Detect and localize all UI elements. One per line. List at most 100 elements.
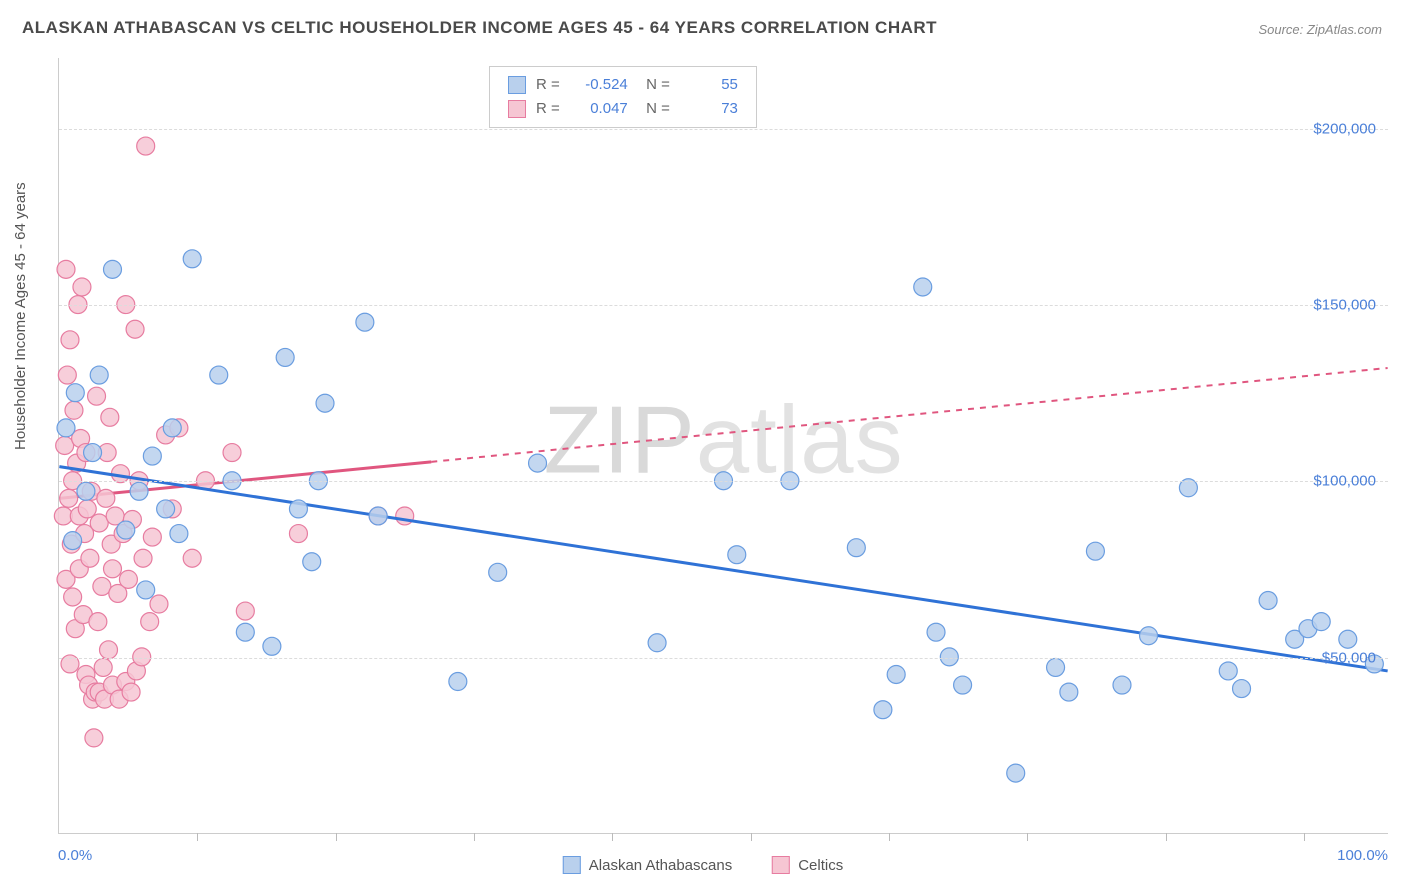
- data-point: [157, 500, 175, 518]
- y-axis-label: Householder Income Ages 45 - 64 years: [12, 182, 29, 450]
- data-point: [183, 250, 201, 268]
- data-point: [396, 507, 414, 525]
- data-point: [119, 570, 137, 588]
- x-tick: [1027, 833, 1028, 841]
- scatter-svg: [59, 58, 1388, 833]
- data-point: [874, 701, 892, 719]
- data-point: [104, 560, 122, 578]
- legend-item: Alaskan Athabascans: [563, 856, 732, 874]
- data-point: [529, 454, 547, 472]
- data-point: [449, 673, 467, 691]
- data-point: [58, 366, 76, 384]
- data-point: [276, 348, 294, 366]
- data-point: [1086, 542, 1104, 560]
- data-point: [316, 394, 334, 412]
- data-point: [1233, 680, 1251, 698]
- swatch-icon: [772, 856, 790, 874]
- gridline: [59, 129, 1388, 130]
- data-point: [137, 581, 155, 599]
- data-point: [648, 634, 666, 652]
- data-point: [183, 549, 201, 567]
- data-point: [81, 549, 99, 567]
- data-point: [54, 507, 72, 525]
- data-point: [927, 623, 945, 641]
- data-point: [1047, 658, 1065, 676]
- data-point: [728, 546, 746, 564]
- data-point: [210, 366, 228, 384]
- data-point: [77, 482, 95, 500]
- data-point: [137, 137, 155, 155]
- data-point: [90, 514, 108, 532]
- data-point: [1113, 676, 1131, 694]
- data-point: [90, 366, 108, 384]
- data-point: [489, 563, 507, 581]
- data-point: [57, 260, 75, 278]
- data-point: [150, 595, 168, 613]
- data-point: [236, 602, 254, 620]
- data-point: [122, 683, 140, 701]
- data-point: [170, 525, 188, 543]
- trend-line-projected: [431, 368, 1387, 462]
- data-point: [84, 444, 102, 462]
- data-point: [914, 278, 932, 296]
- data-point: [847, 539, 865, 557]
- data-point: [887, 665, 905, 683]
- y-tick-label: $200,000: [1313, 120, 1376, 137]
- x-tick: [751, 833, 752, 841]
- data-point: [85, 729, 103, 747]
- data-point: [117, 521, 135, 539]
- legend-label: Celtics: [798, 857, 843, 874]
- data-point: [66, 384, 84, 402]
- data-point: [64, 588, 82, 606]
- data-point: [89, 613, 107, 631]
- data-point: [56, 437, 74, 455]
- data-point: [100, 641, 118, 659]
- x-tick: [336, 833, 337, 841]
- data-point: [61, 331, 79, 349]
- data-point: [369, 507, 387, 525]
- data-point: [73, 278, 91, 296]
- data-point: [1339, 630, 1357, 648]
- data-point: [57, 419, 75, 437]
- data-point: [1007, 764, 1025, 782]
- legend-label: Alaskan Athabascans: [589, 857, 732, 874]
- x-tick: [1166, 833, 1167, 841]
- data-point: [1219, 662, 1237, 680]
- data-point: [954, 676, 972, 694]
- y-tick-label: $150,000: [1313, 296, 1376, 313]
- legend-item: Celtics: [772, 856, 843, 874]
- data-point: [60, 489, 78, 507]
- chart-title: ALASKAN ATHABASCAN VS CELTIC HOUSEHOLDER…: [22, 18, 937, 38]
- data-point: [78, 500, 96, 518]
- data-point: [104, 260, 122, 278]
- swatch-icon: [563, 856, 581, 874]
- source-attribution: Source: ZipAtlas.com: [1258, 22, 1382, 37]
- data-point: [143, 528, 161, 546]
- data-point: [163, 419, 181, 437]
- data-point: [236, 623, 254, 641]
- x-tick: [889, 833, 890, 841]
- data-point: [101, 408, 119, 426]
- x-tick: [612, 833, 613, 841]
- data-point: [130, 482, 148, 500]
- data-point: [289, 525, 307, 543]
- y-tick-label: $100,000: [1313, 473, 1376, 490]
- gridline: [59, 658, 1388, 659]
- data-point: [65, 401, 83, 419]
- x-axis-max-label: 100.0%: [1337, 847, 1388, 864]
- x-tick: [1304, 833, 1305, 841]
- chart-plot-area: ZIPatlas R = -0.524 N = 55 R = 0.047 N =…: [58, 58, 1388, 834]
- data-point: [88, 387, 106, 405]
- data-point: [263, 637, 281, 655]
- x-axis-min-label: 0.0%: [58, 847, 92, 864]
- gridline: [59, 481, 1388, 482]
- data-point: [97, 489, 115, 507]
- legend: Alaskan Athabascans Celtics: [563, 856, 843, 874]
- data-point: [356, 313, 374, 331]
- data-point: [143, 447, 161, 465]
- data-point: [126, 320, 144, 338]
- x-tick: [197, 833, 198, 841]
- gridline: [59, 305, 1388, 306]
- data-point: [1140, 627, 1158, 645]
- x-tick: [474, 833, 475, 841]
